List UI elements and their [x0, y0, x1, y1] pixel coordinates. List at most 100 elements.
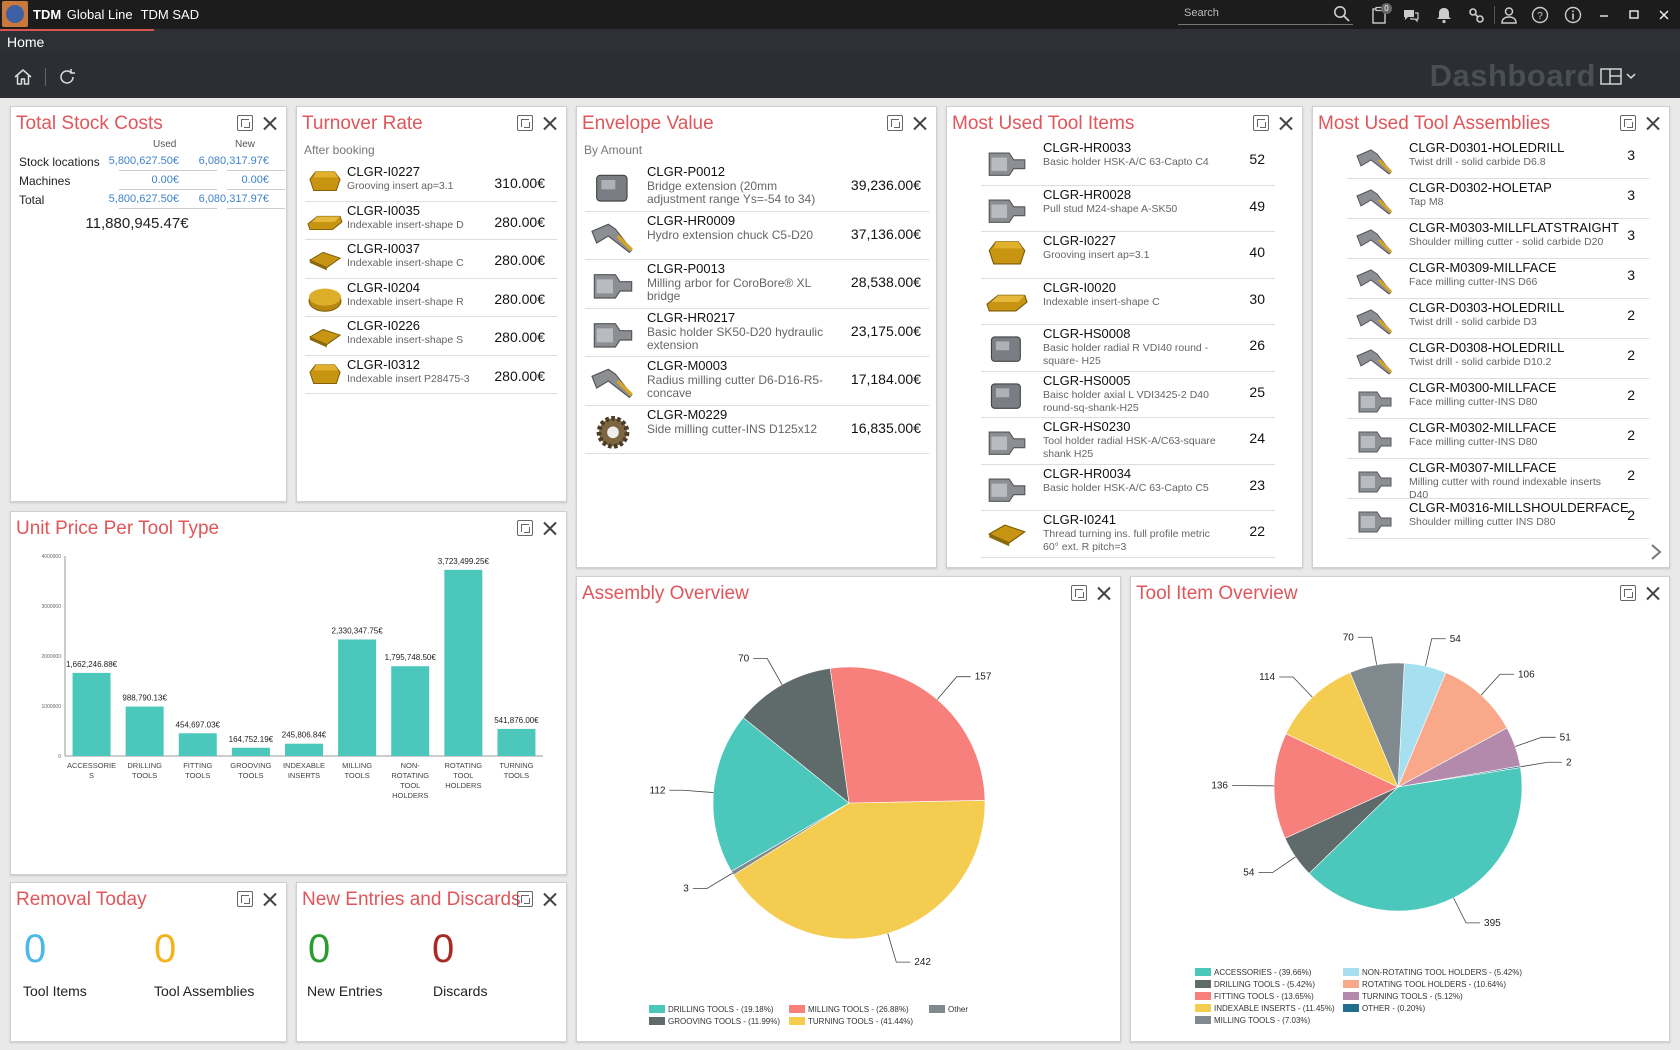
list-item[interactable]: CLGR-HR0033 Basic holder HSK-A/C 63-Capto… [981, 139, 1275, 186]
list-item[interactable]: CLGR-I0020 Indexable insert-shape C 30 [981, 279, 1275, 325]
legend-label: NON-ROTATING TOOL HOLDERS - (5.42%) [1362, 968, 1522, 977]
bell-icon[interactable] [1434, 5, 1454, 25]
list-item[interactable]: CLGR-P0012 Bridge extension (20mm adjustm… [585, 163, 929, 212]
list-item[interactable]: CLGR-HR0217 Basic holder SK50-D20 hydraul… [585, 309, 929, 357]
x-tick-label: ROTATING [391, 771, 429, 780]
item-description: Face milling cutter-INS D80 [1409, 396, 1538, 408]
tool-thumbnail-icon [987, 524, 1026, 547]
item-value: 310.00€ [494, 175, 545, 191]
list-item[interactable]: CLGR-HR0028 Pull stud M24-shape A-SK50 49 [981, 186, 1275, 232]
list-item[interactable]: CLGR-HS0230 Tool holder radial HSK-A/C63-… [981, 418, 1275, 465]
close-panel-icon[interactable] [262, 115, 278, 131]
search-box[interactable] [1178, 3, 1353, 25]
home-icon[interactable] [12, 66, 34, 88]
maximize-panel-icon[interactable] [1071, 585, 1087, 601]
next-arrow-icon[interactable] [1649, 543, 1663, 561]
tab-home[interactable]: Home [0, 29, 154, 54]
list-item[interactable]: CLGR-I0204 Indexable insert-shape R 280.00… [305, 279, 557, 317]
user-icon[interactable] [1499, 5, 1519, 25]
layout-icon[interactable] [1600, 67, 1636, 87]
legend-swatch [1343, 980, 1359, 988]
pie-slice [742, 667, 850, 804]
pie-slice [1285, 672, 1399, 788]
list-item[interactable]: CLGR-I0241 Thread turning ins. full profi… [981, 511, 1275, 558]
tools-icon[interactable] [1466, 5, 1486, 25]
bar-data-label: 3,723,499.25€ [438, 557, 490, 566]
minimize-icon[interactable] [1594, 5, 1614, 25]
list-item[interactable]: CLGR-I0312 Indexable insert P28475-3 280.0… [305, 356, 557, 394]
bar-data-label: 164,752.19€ [229, 735, 274, 744]
y-tick-label: 4000000 [42, 554, 62, 560]
item-description: Face milling cutter-INS D80 [1409, 436, 1538, 448]
list-item[interactable]: CLGR-HS0005 Baisc holder axial L VDI3425-… [981, 372, 1275, 418]
legend-swatch [929, 1005, 945, 1013]
legend-label: OTHER - (0.20%) [1362, 1004, 1425, 1013]
tool-thumbnail-icon [308, 251, 342, 271]
maximize-panel-icon[interactable] [1620, 115, 1636, 131]
list-item[interactable]: CLGR-D0308-HOLEDRILL Twist drill - solid … [1347, 339, 1649, 379]
list-item[interactable]: CLGR-HS0008 Basic holder radial R VDI40 r… [981, 325, 1275, 372]
pie-data-label: 2 [1566, 757, 1572, 768]
list-item[interactable]: CLGR-P0013 Milling arbor for CoroBore® XL… [585, 260, 929, 309]
maximize-panel-icon[interactable] [887, 115, 903, 131]
info-icon[interactable] [1563, 5, 1583, 25]
tool-assemblies-label: Tool Assemblies [154, 983, 255, 999]
list-item[interactable]: CLGR-M0309-MILLFACE Face milling cutter-I… [1347, 259, 1649, 299]
maximize-panel-icon[interactable] [237, 891, 253, 907]
close-panel-icon[interactable] [542, 891, 558, 907]
maximize-panel-icon[interactable] [517, 891, 533, 907]
app-title: TDM Global Line TDM SAD [33, 7, 200, 22]
list-item[interactable]: CLGR-M0316-MILLSHOULDERFACE Shoulder mill… [1347, 499, 1649, 539]
svg-text:?: ? [1537, 11, 1543, 22]
maximize-panel-icon[interactable] [517, 520, 533, 536]
list-item[interactable]: CLGR-M0300-MILLFACE Face milling cutter-I… [1347, 379, 1649, 419]
legend-swatch [1195, 980, 1211, 988]
list-item[interactable]: CLGR-M0303-MILLFLATSTRAIGHT Shoulder mill… [1347, 219, 1649, 259]
toolbar: Dashboard [0, 54, 1680, 98]
list-item[interactable]: CLGR-D0302-HOLETAP Tap M8 3 [1347, 179, 1649, 219]
chat-icon[interactable] [1401, 5, 1421, 25]
legend-swatch [789, 1005, 805, 1013]
list-item[interactable]: CLGR-M0229 Side milling cutter-INS D125x1… [585, 406, 929, 454]
maximize-panel-icon[interactable] [237, 115, 253, 131]
list-item[interactable]: CLGR-I0227 Grooving insert ap=3.1 310.00€ [305, 163, 557, 202]
list-item[interactable]: CLGR-D0303-HOLEDRILL Twist drill - solid … [1347, 299, 1649, 339]
list-item[interactable]: CLGR-M0302-MILLFACE Face milling cutter-I… [1347, 419, 1649, 459]
list-item[interactable]: CLGR-HR0009 Hydro extension chuck C5-D20 3… [585, 212, 929, 260]
item-code: CLGR-M0316-MILLSHOULDERFACE [1409, 500, 1629, 515]
search-input[interactable] [1178, 3, 1328, 23]
list-item[interactable]: CLGR-M0003 Radius milling cutter D6-D16-R… [585, 357, 929, 406]
item-code: CLGR-D0302-HOLETAP [1409, 180, 1552, 195]
list-item[interactable]: CLGR-I0035 Indexable insert-shape D 280.00… [305, 202, 557, 240]
item-code: CLGR-HS0008 [1043, 326, 1131, 341]
close-panel-icon[interactable] [912, 115, 928, 131]
close-icon[interactable] [1654, 5, 1674, 25]
close-panel-icon[interactable] [542, 115, 558, 131]
maximize-icon[interactable] [1624, 5, 1644, 25]
maximize-panel-icon[interactable] [1253, 115, 1269, 131]
used-value: 0.00€ [151, 174, 179, 186]
item-value: 280.00€ [494, 367, 545, 384]
list-item[interactable]: CLGR-I0037 Indexable insert-shape C 280.00… [305, 240, 557, 279]
new-entries-count: 0 [308, 927, 331, 971]
tool-thumbnail-icon [990, 336, 1021, 362]
panel-title: Turnover Rate [302, 113, 423, 134]
help-icon[interactable]: ? [1530, 5, 1550, 25]
close-panel-icon[interactable] [1278, 115, 1294, 131]
list-item[interactable]: CLGR-I0227 Grooving insert ap=3.1 40 [981, 232, 1275, 279]
pie-data-label: 70 [738, 654, 750, 665]
panel-unit-price: Unit Price Per Tool Type 0 1000000 2000000… [10, 511, 567, 875]
maximize-panel-icon[interactable] [1620, 585, 1636, 601]
tool-thumbnail-icon [1358, 511, 1392, 533]
close-panel-icon[interactable] [262, 891, 278, 907]
tool-thumbnail-icon [593, 274, 633, 299]
search-icon[interactable] [1333, 5, 1351, 23]
list-item[interactable]: CLGR-D0301-HOLEDRILL Twist drill - solid … [1347, 139, 1649, 179]
list-item[interactable]: CLGR-I0226 Indexable insert-shape S 280.00… [305, 317, 557, 356]
list-item[interactable]: CLGR-M0307-MILLFACE Milling cutter with r… [1347, 459, 1649, 501]
maximize-panel-icon[interactable] [517, 115, 533, 131]
list-item[interactable]: CLGR-HR0034 Basic holder HSK-A/C 63-Capto… [981, 465, 1275, 511]
discards-count: 0 [432, 927, 455, 971]
refresh-icon[interactable] [56, 66, 78, 88]
close-panel-icon[interactable] [1645, 115, 1661, 131]
